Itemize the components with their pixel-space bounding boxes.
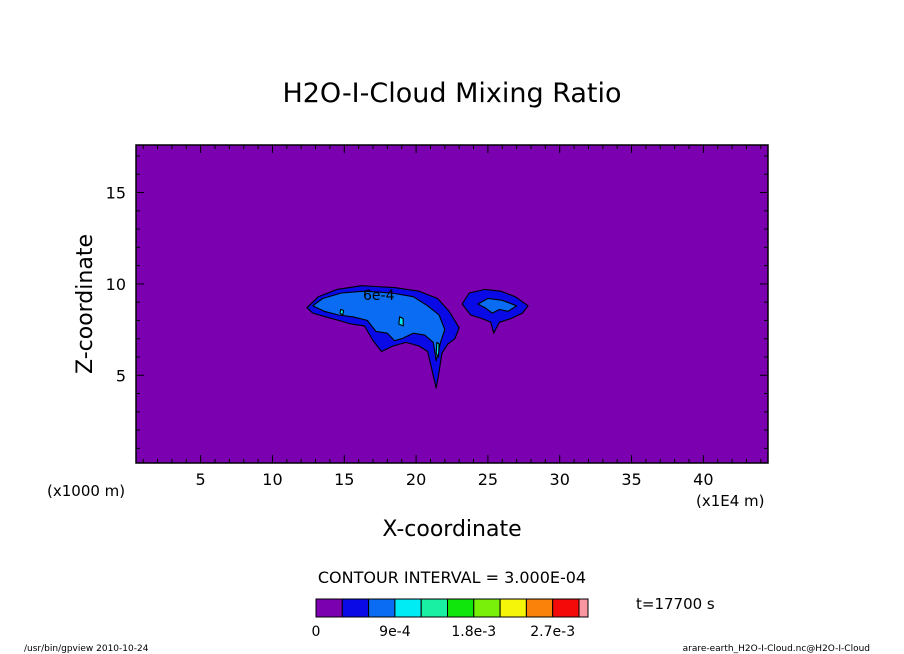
- contour-region-4: [339, 308, 345, 316]
- x-tick-label: 30: [550, 470, 570, 489]
- colorbar-tick-label: 0: [312, 624, 321, 640]
- chart-title: H2O-I-Cloud Mixing Ratio: [282, 78, 621, 109]
- x-unit-left: (x1000 m): [47, 482, 125, 500]
- y-tick-label: 5: [116, 366, 126, 385]
- x-tick-label: 5: [196, 470, 206, 489]
- colorbar-swatch-4: [420, 598, 449, 618]
- colorbar-swatch-0: [315, 598, 343, 618]
- x-tick-label: 35: [621, 470, 641, 489]
- plot-area: [136, 145, 768, 463]
- x-tick-label: 15: [334, 470, 354, 489]
- contour-interval-text: CONTOUR INTERVAL = 3.000E-04: [318, 568, 586, 587]
- y-tick-label: 10: [106, 275, 126, 294]
- colorbar-swatch-8: [525, 598, 554, 618]
- contour-line-label: 6e-4: [363, 288, 395, 304]
- colorbar-swatch-3: [394, 598, 422, 618]
- colorbar-tick-label: 9e-4: [379, 624, 411, 640]
- x-axis-label: X-coordinate: [382, 517, 521, 542]
- colorbar: 0 9e-4 1.8e-3 2.7e-3: [312, 598, 589, 640]
- footer-left: /usr/bin/gpview 2010-10-24: [24, 644, 149, 654]
- colorbar-swatch-5: [447, 598, 475, 618]
- colorbar-tick-label: 2.7e-3: [530, 624, 575, 640]
- axis-ticks: 5 10 15 20 25 30 35 40 5 10 15: [106, 145, 768, 489]
- x-tick-label: 10: [262, 470, 282, 489]
- x-unit-right: (x1E4 m): [696, 492, 765, 510]
- colorbar-tick-label: 1.8e-3: [451, 624, 496, 640]
- x-tick-label: 25: [478, 470, 498, 489]
- contour-region-3: [477, 297, 518, 314]
- footer-right: arare-earth_H2O-I-Cloud.nc@H2O-I-Cloud: [683, 644, 870, 654]
- contour-region-2: [312, 290, 446, 362]
- colorbar-swatch-10: [578, 598, 589, 618]
- contour-regions: [306, 285, 529, 389]
- plot-frame: [135, 144, 769, 464]
- colorbar-swatch-7: [499, 598, 527, 618]
- y-tick-label: 15: [106, 184, 126, 203]
- colorbar-swatch-9: [552, 598, 580, 618]
- colorbar-swatch-6: [473, 598, 501, 618]
- colorbar-swatch-1: [341, 598, 370, 618]
- x-tick-label: 40: [693, 470, 713, 489]
- colorbar-swatch-2: [368, 598, 396, 618]
- contour-region-6: [435, 341, 440, 358]
- contour-region-5: [398, 316, 404, 327]
- y-axis-label: Z-coordinate: [73, 234, 98, 374]
- x-tick-label: 20: [406, 470, 426, 489]
- time-label: t=17700 s: [636, 595, 715, 613]
